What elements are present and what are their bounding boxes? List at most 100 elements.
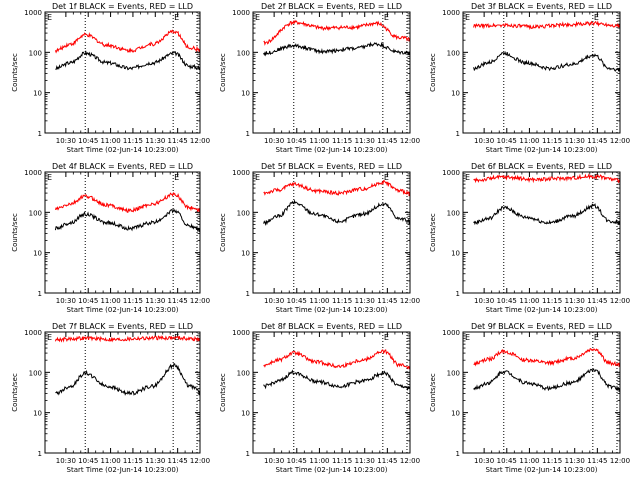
x-tick-label: 11:15: [123, 137, 143, 145]
y-axis-label: Counts/sec: [219, 53, 227, 92]
y-tick-label: 100: [29, 209, 42, 217]
y-tick-label: 1000: [232, 329, 250, 337]
y-tick-label: 10: [451, 410, 460, 418]
y-tick-label: 100: [447, 369, 460, 377]
x-tick-label: 10:30: [56, 137, 76, 145]
y-tick-label: 100: [237, 49, 250, 57]
y-tick-label: 1000: [24, 329, 42, 337]
x-axis-label: Start Time (02-Jun-14 10:23:00): [67, 146, 179, 154]
y-tick-label: 10: [241, 410, 250, 418]
x-tick-label: 11:00: [519, 137, 539, 145]
x-tick-label: 11:15: [123, 297, 143, 305]
plot-frame: [462, 171, 621, 294]
events-series-line: [55, 50, 200, 71]
lld-series-line: [473, 20, 620, 31]
x-tick-label: 11:45: [168, 297, 188, 305]
y-axis-label: Counts/sec: [11, 213, 19, 252]
y-tick-label: 100: [447, 49, 460, 57]
x-tick-label: 12:00: [610, 137, 630, 145]
x-axis-label: Start Time (02-Jun-14 10:23:00): [486, 146, 598, 154]
y-tick-label: 1: [38, 130, 42, 138]
plot-title: Det 8f BLACK = Events, RED = LLD: [261, 322, 402, 331]
y-tick-label: 100: [237, 209, 250, 217]
y-tick-label: 1: [246, 290, 250, 298]
events-series-line: [263, 199, 410, 227]
subplot-4: Det 4f BLACK = Events, RED = LLD 1 10 100 10…: [11, 162, 210, 314]
x-tick-label: 11:30: [565, 137, 585, 145]
x-tick-label: 11:00: [100, 297, 120, 305]
y-tick-label: 1: [456, 130, 460, 138]
x-tick-label: 11:45: [377, 297, 397, 305]
y-tick-label: 10: [451, 250, 460, 258]
x-tick-label: 12:00: [400, 457, 420, 465]
x-tick-label: 11:30: [145, 137, 165, 145]
x-tick-label: 11:30: [145, 297, 165, 305]
events-series-line: [473, 50, 620, 72]
x-tick-label: 11:30: [355, 457, 375, 465]
corner-marker-left: E: [465, 333, 470, 342]
corner-marker-left: E: [47, 13, 52, 22]
y-axis-label: Counts/sec: [219, 213, 227, 252]
plot-frame: [44, 331, 201, 454]
x-tick-label: 11:15: [332, 297, 352, 305]
x-tick-label: 11:45: [168, 457, 188, 465]
corner-marker-right: E: [174, 173, 179, 182]
y-tick-label: 10: [451, 90, 460, 98]
x-tick-label: 12:00: [190, 137, 210, 145]
y-tick-label: 1000: [442, 329, 460, 337]
x-tick-label: 11:30: [565, 457, 585, 465]
x-tick-label: 11:15: [332, 457, 352, 465]
x-tick-label: 12:00: [190, 297, 210, 305]
lld-series-line: [263, 349, 410, 370]
x-tick-label: 11:00: [309, 457, 329, 465]
y-tick-label: 1000: [442, 169, 460, 177]
x-tick-label: 10:45: [287, 137, 307, 145]
subplot-5: Det 5f BLACK = Events, RED = LLD 1 10 100 10…: [219, 162, 420, 314]
y-tick-label: 1000: [24, 169, 42, 177]
corner-marker-left: E: [465, 13, 470, 22]
x-tick-label: 11:45: [377, 457, 397, 465]
corner-marker-right: E: [384, 173, 389, 182]
x-tick-label: 10:30: [56, 297, 76, 305]
plot-title: Det 1f BLACK = Events, RED = LLD: [52, 2, 193, 11]
events-series-line: [55, 362, 200, 396]
y-tick-label: 1000: [232, 169, 250, 177]
y-tick-label: 1: [456, 290, 460, 298]
subplot-1: Det 1f BLACK = Events, RED = LLD 1 10 100 10…: [11, 2, 210, 154]
plot-frame: [252, 171, 411, 294]
x-tick-label: 11:00: [519, 457, 539, 465]
x-tick-label: 12:00: [610, 457, 630, 465]
plot-frame: [252, 331, 411, 454]
events-series-line: [473, 203, 620, 226]
y-tick-label: 10: [33, 410, 42, 418]
x-tick-label: 10:30: [474, 457, 494, 465]
plot-frame: [252, 11, 411, 134]
x-axis-label: Start Time (02-Jun-14 10:23:00): [486, 466, 598, 474]
corner-marker-right: E: [384, 333, 389, 342]
corner-marker-left: E: [255, 333, 260, 342]
subplot-6: Det 6f BLACK = Events, RED = LLD 1 10 100 10…: [429, 162, 630, 314]
x-tick-label: 11:45: [377, 137, 397, 145]
plot-title: Det 7f BLACK = Events, RED = LLD: [52, 322, 193, 331]
corner-marker-right: E: [384, 13, 389, 22]
x-tick-label: 11:15: [542, 137, 562, 145]
lld-series-line: [54, 29, 200, 54]
x-tick-label: 10:45: [497, 297, 517, 305]
plot-frame: [462, 11, 621, 134]
corner-marker-left: E: [465, 173, 470, 182]
x-axis-label: Start Time (02-Jun-14 10:23:00): [276, 466, 388, 474]
y-tick-label: 10: [241, 250, 250, 258]
y-tick-label: 1000: [232, 9, 250, 17]
x-tick-label: 12:00: [610, 297, 630, 305]
y-tick-label: 1: [38, 290, 42, 298]
plot-title: Det 5f BLACK = Events, RED = LLD: [261, 162, 402, 171]
x-tick-label: 11:00: [519, 297, 539, 305]
y-tick-label: 100: [237, 369, 250, 377]
corner-marker-left: E: [255, 173, 260, 182]
corner-marker-left: E: [47, 333, 52, 342]
x-axis-label: Start Time (02-Jun-14 10:23:00): [486, 306, 598, 314]
y-axis-label: Counts/sec: [429, 53, 437, 92]
x-tick-label: 12:00: [190, 457, 210, 465]
subplot-9: Det 9f BLACK = Events, RED = LLD 1 10 100 10…: [429, 322, 630, 474]
